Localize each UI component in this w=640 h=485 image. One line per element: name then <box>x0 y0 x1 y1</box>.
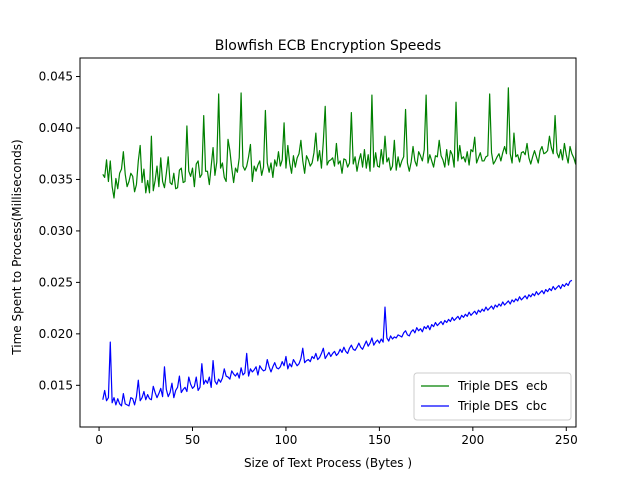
y-tick-label: 0.030 <box>39 224 73 238</box>
y-tick-label: 0.040 <box>39 121 73 135</box>
chart-title: Blowfish ECB Encryption Speeds <box>215 38 441 54</box>
y-tick-label: 0.020 <box>39 327 73 341</box>
x-axis-label: Size of Text Process (Bytes ) <box>244 456 412 470</box>
series-line-cbc <box>102 279 573 407</box>
x-tick-label: 50 <box>185 433 200 447</box>
axes: 0 50 100 150 200 250 0.015 0.020 0.025 0.030 0.035… <box>39 57 578 447</box>
legend-label-ecb: Triple DES ecb <box>457 379 548 393</box>
y-axis-label: Time Spent to Process(Milliseconds) <box>10 139 24 355</box>
x-tick-label: 100 <box>274 433 297 447</box>
legend: Triple DES ecb Triple DES cbc <box>413 372 572 421</box>
y-tick-label: 0.015 <box>39 378 73 392</box>
x-tick-label: 0 <box>95 433 103 447</box>
series-line-ecb <box>102 87 576 199</box>
plot-area <box>102 87 576 407</box>
legend-label-cbc: Triple DES cbc <box>457 399 547 413</box>
x-tick-label: 150 <box>368 433 391 447</box>
plot-frame <box>79 57 577 428</box>
y-tick-label: 0.025 <box>39 275 73 289</box>
y-tick-label: 0.035 <box>39 172 73 186</box>
legend-box <box>413 372 572 421</box>
x-tick-label: 250 <box>555 433 578 447</box>
x-tick-label: 200 <box>461 433 484 447</box>
y-tick-label: 0.045 <box>39 70 73 84</box>
